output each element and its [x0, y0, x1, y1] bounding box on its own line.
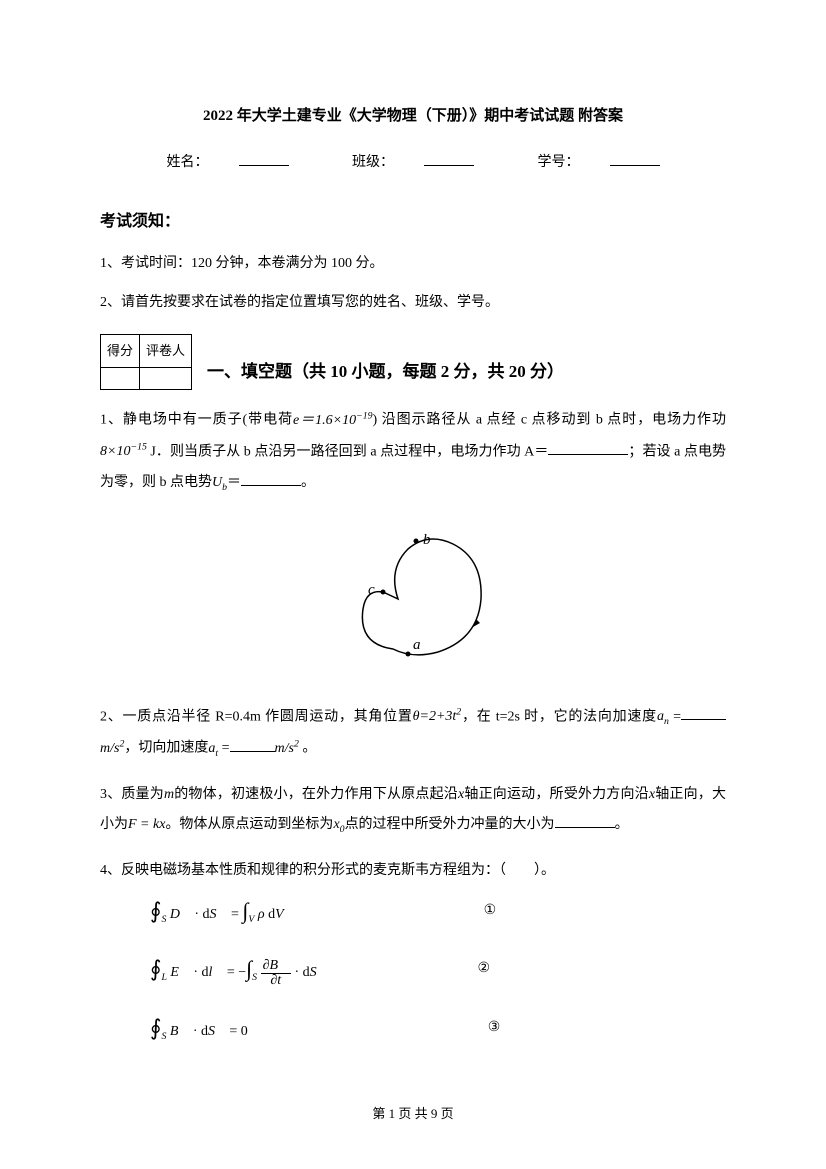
section-title: 一、填空题（共 10 小题，每题 2 分，共 20 分） [207, 353, 564, 390]
maxwell-eq-3: ∮S B⃗ · dS⃗ = 0 ③ [150, 1004, 726, 1052]
notice-item: 2、请首先按要求在试卷的指定位置填写您的姓名、班级、学号。 [100, 288, 726, 319]
question-1: 1、静电场中有一质子(带电荷e＝1.6×10−19) 沿图示路径从 a 点经 c… [100, 405, 726, 499]
notice-title: 考试须知： [100, 204, 726, 239]
notice-item: 1、考试时间：120 分钟，本卷满分为 100 分。 [100, 249, 726, 280]
student-info-row: 姓名： 班级： 学号： [100, 148, 726, 179]
name-label: 姓名： [152, 155, 304, 170]
diagram-label-b: b [423, 532, 431, 548]
score-cell-label: 得分 [101, 334, 140, 368]
grader-cell-blank [140, 368, 192, 390]
id-label: 学号： [523, 155, 675, 170]
page-footer: 第 1 页 共 9 页 [0, 1100, 826, 1129]
diagram-label-a: a [413, 637, 421, 653]
diagram-label-c: c [368, 582, 375, 598]
question-4: 4、反映电磁场基本性质和规律的积分形式的麦克斯韦方程组为：（ ）。 ∮S D⃗ … [100, 856, 726, 1052]
grader-cell-label: 评卷人 [140, 334, 192, 368]
exam-title: 2022 年大学土建专业《大学物理（下册）》期中考试试题 附答案 [100, 100, 726, 133]
path-diagram: b c a [100, 514, 726, 687]
class-label: 班级： [337, 155, 489, 170]
maxwell-eq-1: ∮S D⃗ · dS⃗ = ∫V ρ dV ① [150, 887, 726, 935]
score-table: 得分 评卷人 [100, 334, 192, 391]
maxwell-eq-2: ∮L E⃗ · dl⃗ = −∫S ∂B⃗∂t · dS⃗ ② [150, 945, 726, 993]
score-cell-blank [101, 368, 140, 390]
question-2: 2、一质点沿半径 R=0.4m 作圆周运动，其角位置θ=2+3t2，在 t=2s… [100, 702, 726, 765]
question-3: 3、质量为m的物体，初速极小，在外力作用下从原点起沿x轴正向运动，所受外力方向沿… [100, 780, 726, 842]
section-header: 得分 评卷人 一、填空题（共 10 小题，每题 2 分，共 20 分） [100, 334, 726, 391]
